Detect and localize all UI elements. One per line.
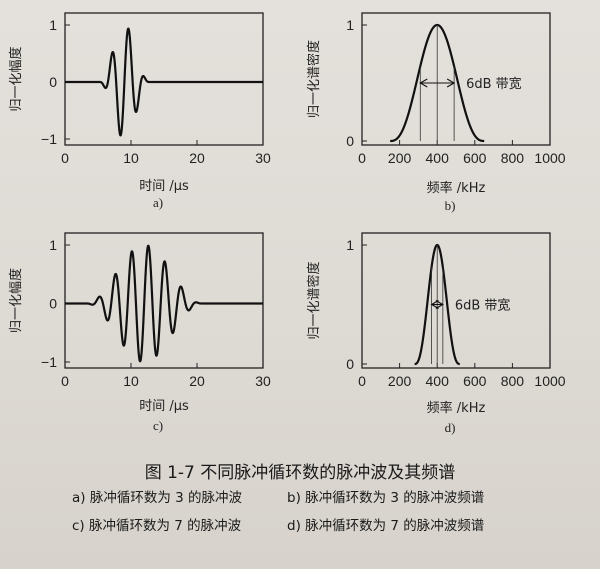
y-tick-label-a-1: 0 <box>49 74 57 90</box>
x-tick-label-b-3: 600 <box>463 150 487 166</box>
x-tick-label-c-2: 20 <box>189 373 205 389</box>
plot-frame-b <box>361 12 551 146</box>
y-tick-label-c-1: 0 <box>49 296 57 312</box>
x-tick-label-a-2: 20 <box>189 150 205 166</box>
y-axis-label-c: 归一化幅度 <box>8 268 24 333</box>
waveform-curve-c <box>64 244 264 363</box>
y-tick-label-a-0: −1 <box>41 131 57 147</box>
y-tick-label-b-0: 0 <box>346 133 354 149</box>
arrow-head-left-d <box>430 300 439 309</box>
x-tick-label-c-0: 0 <box>61 373 69 389</box>
x-tick-label-d-3: 600 <box>463 373 487 389</box>
y-tick-label-a-2: 1 <box>49 17 57 33</box>
bandwidth-annotation-d: 6dB 带宽 <box>455 298 511 314</box>
y-tick-label-c-2: 1 <box>49 237 57 253</box>
figure-caption: 图 1-7 不同脉冲循环数的脉冲波及其频谱 <box>144 463 456 483</box>
plot-frame-d <box>361 232 551 369</box>
arrow-head-right-b <box>446 78 456 88</box>
x-tick-label-d-5: 1000 <box>534 373 565 389</box>
x-tick-label-a-3: 30 <box>255 150 271 166</box>
legend-item-c: c) 脉冲循环数为 7 的脉冲波 <box>72 518 242 534</box>
x-tick-label-a-1: 10 <box>123 150 139 166</box>
plot-frame-c <box>64 232 264 369</box>
y-axis-label-d: 归一化谱密度 <box>306 261 322 339</box>
x-tick-label-b-1: 200 <box>388 150 412 166</box>
x-axis-label-b: 频率 /kHz <box>427 180 486 196</box>
y-tick-label-c-0: −1 <box>41 354 57 370</box>
x-tick-label-c-3: 30 <box>255 373 271 389</box>
x-axis-label-c: 时间 /μs <box>139 399 189 414</box>
plot-frame-a <box>64 12 264 146</box>
x-axis-label-d: 频率 /kHz <box>427 400 486 416</box>
x-tick-label-d-0: 0 <box>358 373 366 389</box>
y-axis-label-a: 归一化幅度 <box>8 46 24 111</box>
x-tick-label-b-2: 400 <box>426 150 450 166</box>
x-tick-label-d-1: 200 <box>388 373 412 389</box>
waveform-curve-a <box>64 27 264 137</box>
panel-label-c: c) <box>153 418 163 433</box>
bandwidth-annotation-b: 6dB 带宽 <box>466 76 522 92</box>
x-tick-label-b-5: 1000 <box>534 150 565 166</box>
x-tick-label-d-4: 800 <box>501 373 525 389</box>
panel-label-a: a) <box>153 195 163 210</box>
x-axis-label-a: 时间 /μs <box>139 179 189 194</box>
x-tick-label-b-0: 0 <box>358 150 366 166</box>
panel-label-d: d) <box>445 420 456 435</box>
panel-label-b: b) <box>445 198 456 213</box>
x-tick-label-c-1: 10 <box>123 373 139 389</box>
y-tick-label-d-1: 1 <box>346 237 354 253</box>
legend-item-d: d) 脉冲循环数为 7 的脉冲波频谱 <box>287 518 485 534</box>
y-tick-label-d-0: 0 <box>346 356 354 372</box>
arrow-head-right-d <box>435 300 444 309</box>
y-axis-label-b: 归一化谱密度 <box>306 40 322 118</box>
y-tick-label-b-1: 1 <box>346 17 354 33</box>
legend-item-a: a) 脉冲循环数为 3 的脉冲波 <box>72 490 243 506</box>
arrow-head-left-b <box>419 78 428 88</box>
x-tick-label-b-4: 800 <box>501 150 525 166</box>
x-tick-label-a-0: 0 <box>61 150 69 166</box>
x-tick-label-d-2: 400 <box>426 373 450 389</box>
legend-item-b: b) 脉冲循环数为 3 的脉冲波频谱 <box>287 490 485 506</box>
